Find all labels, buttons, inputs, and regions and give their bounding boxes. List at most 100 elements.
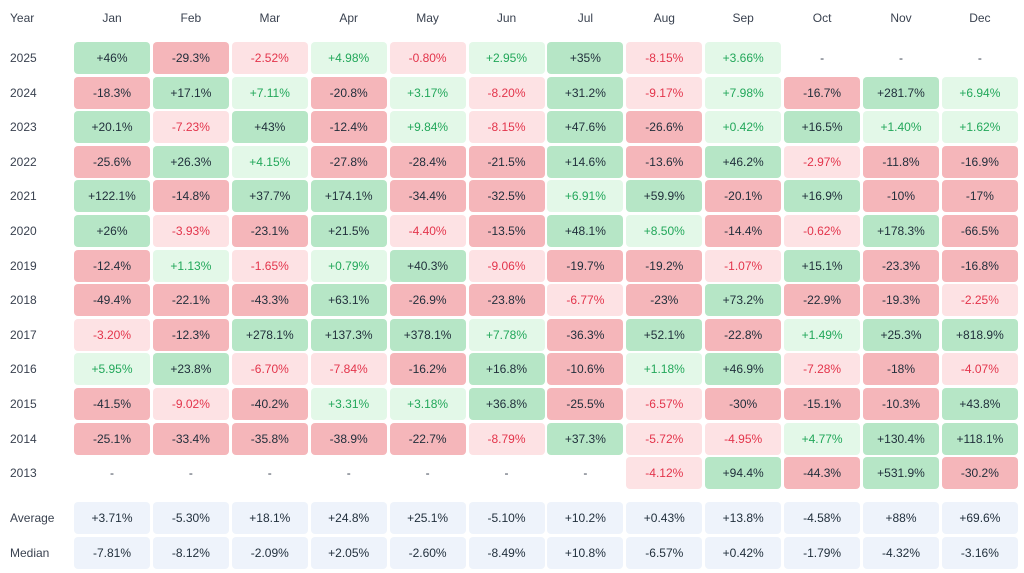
heatmap-cell: -20.8% bbox=[310, 76, 387, 109]
heatmap-cell: -4.40% bbox=[389, 215, 466, 247]
heatmap-cell: +26.3% bbox=[152, 145, 229, 178]
heatmap-cell: - bbox=[188, 466, 193, 481]
heatmap-cell: -4.95% bbox=[705, 422, 782, 455]
stat-cell: +3.71% bbox=[74, 502, 150, 534]
heatmap-cell: -43.3% bbox=[231, 284, 308, 317]
year-label: 2018 bbox=[10, 293, 37, 308]
stat-cell: -3.16% bbox=[941, 536, 1018, 569]
heatmap-cell: -3.20% bbox=[74, 318, 150, 351]
heatmap-cell: -27.8% bbox=[310, 145, 387, 178]
heatmap-cell: -0.80% bbox=[389, 42, 466, 74]
heatmap-cell: -22.1% bbox=[152, 284, 229, 317]
heatmap-cell: +531.9% bbox=[863, 457, 939, 490]
heatmap-cell: -16.2% bbox=[389, 353, 466, 386]
heatmap-cell: -2.52% bbox=[231, 42, 308, 74]
heatmap-cell: +1.62% bbox=[941, 111, 1018, 144]
heatmap-cell: -10.6% bbox=[547, 353, 624, 386]
stat-cell: +2.05% bbox=[310, 536, 387, 569]
heatmap-cell: -23.8% bbox=[468, 284, 545, 317]
year-label: 2015 bbox=[10, 397, 37, 411]
heatmap-cell: +378.1% bbox=[389, 318, 466, 351]
heatmap-cell: -41.5% bbox=[74, 388, 150, 420]
heatmap-cell: -13.6% bbox=[626, 145, 703, 178]
heatmap-cell: -5.72% bbox=[626, 422, 703, 455]
heatmap-cell: +16.9% bbox=[784, 180, 861, 213]
month-header-dec: Dec bbox=[969, 11, 991, 25]
heatmap-cell: +6.91% bbox=[547, 180, 624, 213]
heatmap-cell: -25.6% bbox=[74, 145, 150, 178]
heatmap-cell: +26% bbox=[74, 215, 150, 247]
stat-label: Average bbox=[10, 511, 55, 525]
heatmap-cell: +17.1% bbox=[152, 76, 229, 109]
heatmap-cell: -29.3% bbox=[152, 42, 229, 74]
heatmap-cell: -30% bbox=[705, 388, 782, 420]
heatmap-cell: +46% bbox=[74, 42, 150, 74]
heatmap-cell: -7.28% bbox=[784, 353, 861, 386]
heatmap-cell: +174.1% bbox=[310, 180, 387, 213]
stat-cell: -2.60% bbox=[389, 536, 466, 569]
heatmap-cell: +16.5% bbox=[784, 111, 861, 144]
heatmap-cell: -8.20% bbox=[468, 76, 545, 109]
heatmap-cell: +73.2% bbox=[705, 284, 782, 317]
heatmap-cell: +1.40% bbox=[863, 111, 939, 144]
heatmap-cell: +7.78% bbox=[468, 318, 545, 351]
heatmap-cell: -36.3% bbox=[547, 318, 624, 351]
heatmap-cell: +36.8% bbox=[468, 388, 545, 420]
year-label: 2013 bbox=[10, 466, 37, 481]
heatmap-cell: +137.3% bbox=[310, 318, 387, 351]
year-label: 2019 bbox=[10, 258, 37, 273]
heatmap-cell: +4.15% bbox=[231, 145, 308, 178]
heatmap-cell: +818.9% bbox=[941, 318, 1018, 351]
heatmap-cell: -23.1% bbox=[231, 215, 308, 247]
heatmap-cell: +40.3% bbox=[389, 249, 466, 282]
heatmap-cell: -14.4% bbox=[705, 215, 782, 247]
stat-cell: +0.42% bbox=[705, 536, 782, 569]
heatmap-cell: -3.93% bbox=[152, 215, 229, 247]
month-header-apr: Apr bbox=[339, 11, 359, 25]
month-header-sep: Sep bbox=[732, 11, 754, 25]
heatmap-cell: +5.95% bbox=[74, 353, 150, 386]
month-header-oct: Oct bbox=[812, 11, 832, 25]
heatmap-cell: - bbox=[110, 466, 114, 481]
month-header-feb: Feb bbox=[180, 11, 202, 25]
stat-cell: +69.6% bbox=[941, 502, 1018, 534]
year-label: 2021 bbox=[10, 189, 37, 204]
heatmap-cell: -25.1% bbox=[74, 422, 150, 455]
stat-cell: -6.57% bbox=[626, 536, 703, 569]
heatmap-cell: +1.49% bbox=[784, 318, 861, 351]
heatmap-cell: -12.4% bbox=[74, 249, 150, 282]
heatmap-cell: -8.15% bbox=[626, 42, 703, 74]
month-header-jul: Jul bbox=[577, 11, 594, 25]
heatmap-cell: -14.8% bbox=[152, 180, 229, 213]
heatmap-cell: -22.9% bbox=[784, 284, 861, 317]
year-column-header: Year bbox=[10, 11, 35, 25]
heatmap-cell: -9.06% bbox=[468, 249, 545, 282]
stat-label: Median bbox=[10, 545, 50, 560]
heatmap-cell: +0.79% bbox=[310, 249, 387, 282]
month-header-may: May bbox=[416, 11, 439, 25]
heatmap-cell: +14.6% bbox=[547, 145, 624, 178]
stat-cell: -4.58% bbox=[784, 502, 861, 534]
heatmap-cell: -16.7% bbox=[784, 76, 861, 109]
heatmap-cell: +178.3% bbox=[863, 215, 939, 247]
heatmap-cell: +63.1% bbox=[310, 284, 387, 317]
heatmap-cell: -9.17% bbox=[626, 76, 703, 109]
heatmap-cell: -23.3% bbox=[863, 249, 939, 282]
month-header-mar: Mar bbox=[259, 11, 281, 25]
heatmap-cell: -15.1% bbox=[784, 388, 861, 420]
heatmap-cell: -7.84% bbox=[310, 353, 387, 386]
heatmap-cell: -6.57% bbox=[626, 388, 703, 420]
heatmap-cell: -16.9% bbox=[941, 145, 1018, 178]
heatmap-cell: -26.6% bbox=[626, 111, 703, 144]
year-label: 2020 bbox=[10, 224, 37, 238]
heatmap-cell: -30.2% bbox=[941, 457, 1018, 490]
heatmap-cell: -44.3% bbox=[784, 457, 861, 490]
heatmap-cell: +9.84% bbox=[389, 111, 466, 144]
heatmap-cell: +1.18% bbox=[626, 353, 703, 386]
heatmap-cell: +6.94% bbox=[941, 76, 1018, 109]
heatmap-cell: +48.1% bbox=[547, 215, 624, 247]
heatmap-cell: +21.5% bbox=[310, 215, 387, 247]
year-label: 2014 bbox=[10, 431, 37, 446]
heatmap-cell: +4.77% bbox=[784, 422, 861, 455]
heatmap-cell: +122.1% bbox=[74, 180, 150, 213]
